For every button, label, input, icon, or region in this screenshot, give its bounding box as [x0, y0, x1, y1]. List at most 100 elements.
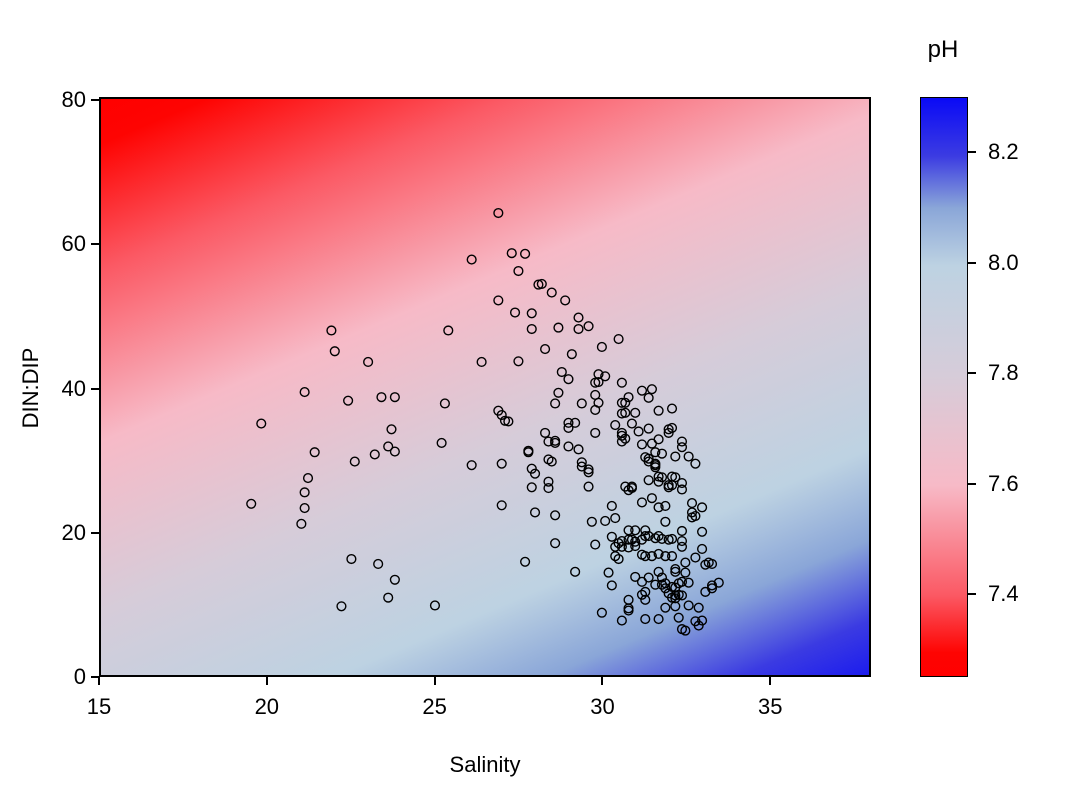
data-point [633, 426, 644, 437]
data-point [543, 436, 554, 447]
data-point [656, 579, 668, 590]
data-point [663, 427, 674, 438]
data-point [643, 392, 654, 403]
data-point [546, 287, 557, 298]
x-tick-label: 25 [422, 694, 447, 719]
data-point [706, 558, 718, 570]
data-point [623, 392, 634, 403]
data-point [583, 467, 594, 478]
y-axis-tick [91, 243, 99, 246]
data-point [656, 572, 668, 583]
data-point [443, 325, 454, 336]
y-tick-label: 40 [61, 375, 86, 401]
data-point [616, 430, 627, 441]
data-point [513, 265, 524, 277]
data-point [680, 557, 691, 568]
data-point [590, 539, 601, 550]
data-point [693, 620, 704, 631]
y-axis-tick [91, 387, 99, 390]
data-point [666, 403, 678, 414]
data-point [596, 341, 607, 353]
y-axis-tick [91, 99, 99, 101]
data-point [299, 487, 310, 498]
data-point [653, 566, 664, 577]
data-point [650, 462, 661, 473]
data-point [529, 507, 541, 518]
data-point [373, 558, 384, 570]
data-point [676, 576, 688, 587]
data-point [506, 248, 517, 259]
data-point [336, 601, 347, 612]
y-axis-tick [91, 676, 99, 678]
colorbar-tick-label: 8.0 [988, 249, 1019, 275]
data-point [610, 419, 621, 431]
data-point [583, 321, 594, 332]
data-point [636, 589, 648, 600]
data-point [696, 543, 708, 555]
colorbar [920, 97, 968, 677]
x-axis-tick [769, 677, 772, 685]
data-point [626, 483, 638, 494]
data-point [653, 548, 664, 560]
data-point [696, 502, 708, 513]
data-point [606, 580, 617, 591]
x-axis-tick [265, 677, 268, 685]
x-tick-label: 30 [590, 694, 615, 719]
data-point [363, 356, 374, 368]
data-point [646, 384, 658, 395]
data-point [466, 254, 477, 265]
data-point [466, 460, 477, 471]
y-axis-tick [91, 531, 99, 534]
data-point [676, 525, 688, 537]
data-point [576, 398, 587, 409]
data-point [526, 308, 537, 319]
data-point [630, 541, 641, 552]
data-point [616, 541, 627, 552]
data-point [643, 475, 654, 486]
data-point [383, 441, 394, 452]
y-tick-label: 80 [61, 87, 86, 112]
data-point [676, 477, 688, 489]
colorbar-tick [968, 261, 976, 264]
data-point [620, 433, 631, 444]
x-axis-tick [433, 677, 436, 685]
data-point [296, 518, 307, 529]
data-point [650, 579, 661, 590]
data-point [616, 615, 627, 626]
data-point [616, 436, 627, 447]
x-tick-label: 20 [254, 694, 280, 719]
colorbar-tick [968, 482, 976, 485]
data-point [660, 602, 671, 613]
colorbar-tick [968, 151, 976, 154]
data-point [570, 566, 581, 577]
data-point [623, 534, 634, 545]
data-point [593, 369, 604, 380]
colorbar-tick [968, 593, 976, 596]
data-point [550, 437, 561, 448]
data-point [643, 423, 654, 434]
data-point [573, 444, 584, 455]
colorbar-tick-label: 8.2 [988, 139, 1019, 165]
data-point [630, 536, 641, 547]
data-point [603, 567, 614, 578]
data-point [713, 577, 724, 588]
data-point [520, 248, 531, 259]
data-point [680, 625, 691, 636]
data-point [550, 538, 561, 549]
data-point [706, 583, 718, 594]
data-point [640, 614, 651, 625]
data-point [529, 468, 541, 479]
data-point [520, 556, 531, 567]
data-point [666, 533, 678, 545]
data-point [476, 356, 487, 368]
colorbar-tick-label: 7.8 [988, 360, 1019, 386]
data-point [246, 498, 257, 509]
data-point [650, 447, 661, 458]
data-point [576, 461, 587, 472]
data-point [550, 398, 561, 409]
data-point [600, 371, 611, 382]
data-point [640, 531, 651, 542]
data-point [690, 510, 701, 522]
data-point [666, 471, 678, 482]
x-axis-tick [601, 677, 604, 685]
